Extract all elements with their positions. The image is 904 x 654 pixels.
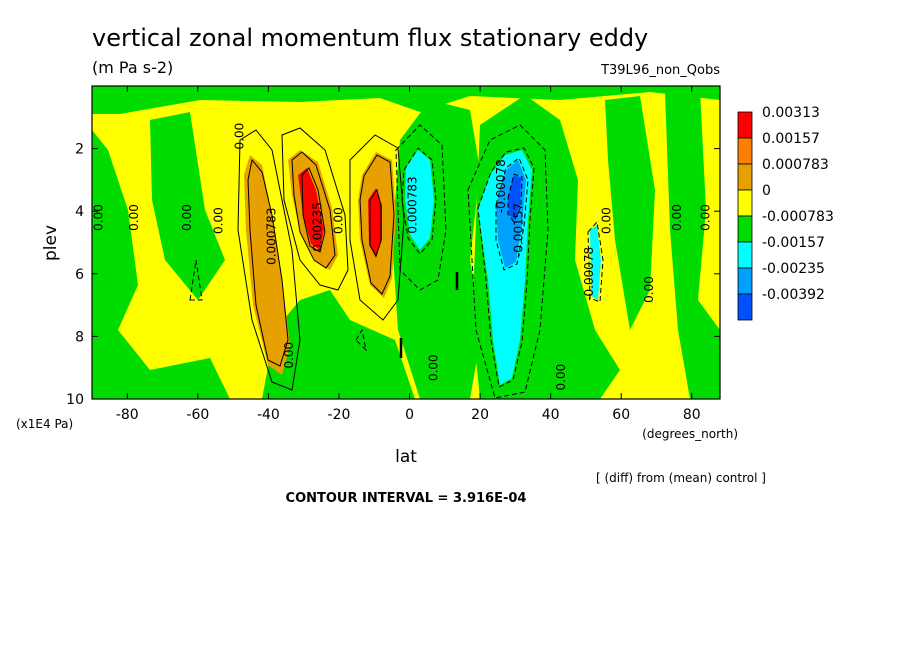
legend-label: 0 (762, 183, 771, 199)
contour-lines (237, 127, 405, 391)
region-orange-40s (244, 155, 290, 375)
region-red-28s (298, 168, 324, 250)
legend-swatch (737, 215, 753, 243)
legend-swatch (737, 241, 753, 269)
x-axis-label: lat (395, 447, 417, 467)
y-axis-label: plev (41, 225, 61, 261)
chart-title: vertical zonal momentum flux stationary … (92, 24, 648, 52)
contour-label: 0.00 (212, 207, 226, 234)
x-tick-label: 20 (471, 407, 489, 423)
y-axis: 2 4 6 8 10 (66, 142, 720, 408)
contour-label: 0.00 (600, 207, 614, 234)
contour-label: 0.00 (127, 204, 141, 231)
x-tick-label: -60 (186, 407, 209, 423)
x-axis-units: (degrees_north) (642, 427, 738, 441)
contour-label: 0.00 (427, 354, 441, 381)
legend-label: 0.000783 (762, 157, 829, 173)
region-green-top (92, 86, 720, 114)
y-axis-units: (x1E4 Pa) (16, 417, 73, 431)
x-axis: -80 -60 -40 -20 0 20 40 60 80 (116, 86, 701, 423)
color-legend: 0.00313 0.00157 0.000783 0 -0.000783 -0.00157… (737, 105, 834, 321)
plot-area (92, 86, 720, 399)
contour-label: 0.00 (282, 342, 296, 369)
chart-units: (m Pa s-2) (92, 58, 173, 77)
region-green-east (605, 96, 655, 330)
legend-label: 0.00157 (762, 131, 820, 147)
legend-swatch (737, 111, 753, 139)
contour-label: -0.00078 (582, 247, 596, 301)
contour-label: 0.00 (554, 364, 568, 391)
short-contour-ticks (399, 272, 459, 358)
x-tick-label: 60 (612, 407, 630, 423)
legend-swatch (737, 189, 753, 217)
legend-swatch (737, 137, 753, 165)
region-green-far-east (665, 90, 720, 399)
contour-label: 0.00 (331, 207, 345, 234)
region-green-west (92, 130, 230, 399)
legend-label: -0.00392 (762, 287, 825, 303)
legend-label: -0.00235 (762, 261, 825, 277)
y-tick-label: 8 (75, 329, 84, 345)
region-cyan-eq (405, 150, 434, 250)
contour-label: 0.00 (642, 276, 656, 303)
contour-label: -0.00157 (511, 203, 525, 257)
x-tick-label: 80 (683, 407, 701, 423)
x-tick-label: -40 (257, 407, 280, 423)
y-tick-label: 2 (75, 142, 84, 158)
contour-label: 0.00 (233, 123, 247, 150)
contour-labels: 0.00 0.00 0.00 0.000.000.000783 0.00235 0.00 0… (92, 123, 713, 391)
x-tick-label: -20 (328, 407, 351, 423)
contour-label: 0.00 (670, 204, 684, 231)
legend-label: 0.00313 (762, 105, 820, 121)
contour-label: -0.00078 (494, 159, 508, 213)
contour-label: 0.00 (92, 204, 106, 231)
legend-label: -0.00157 (762, 235, 825, 251)
x-tick-label: 40 (542, 407, 560, 423)
contour-label: 0.00 (698, 204, 712, 231)
y-tick-label: 4 (75, 204, 84, 220)
run-label: T39L96_non_Qobs (600, 63, 720, 78)
plot-frame (91, 85, 721, 400)
comparison-note: [ (diff) from (mean) control ] (596, 471, 766, 485)
contour-interval: CONTOUR INTERVAL = 3.916E-04 (286, 491, 527, 506)
y-tick-label: 6 (75, 267, 84, 283)
region-red-10s (368, 188, 382, 258)
region-green-60s (150, 112, 225, 300)
contour-label: 0.00235 (310, 202, 324, 252)
legend-swatch (737, 293, 753, 321)
legend-swatch (737, 163, 753, 191)
x-tick-label: 0 (405, 407, 414, 423)
contour-label: 0.000783 (264, 208, 278, 265)
contour-label: 0.00 (180, 204, 194, 231)
region-green-mid-south (262, 290, 415, 399)
legend-label: -0.000783 (762, 209, 834, 225)
region-cyan-50n (590, 225, 601, 300)
contour-lines-dashed (189, 124, 604, 399)
legend-swatch (737, 267, 753, 295)
contour-label: 0.000783 (406, 176, 420, 233)
x-tick-label: -80 (116, 407, 139, 423)
y-tick-label: 10 (66, 392, 84, 408)
